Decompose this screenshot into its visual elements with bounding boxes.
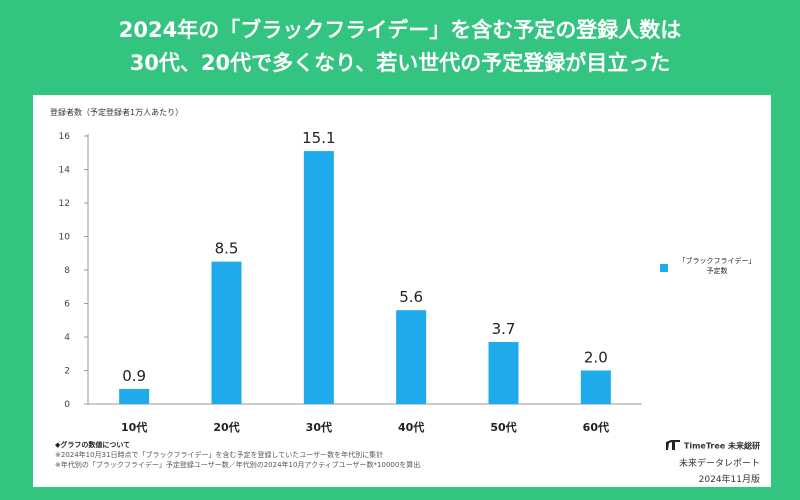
legend-label: 「ブラックフライデー」 予定数	[671, 256, 763, 276]
y-tick-label: 16	[59, 132, 71, 142]
bar-value-label: 15.1	[302, 129, 335, 147]
y-tick-label: 0	[64, 400, 70, 410]
legend-swatch	[660, 264, 668, 272]
bar	[488, 342, 519, 404]
bar-value-label: 5.6	[399, 288, 423, 306]
legend-label-line-1: 「ブラックフライデー」	[678, 257, 756, 265]
footnote-line-1: ※2024年10月31日時点で「ブラックフライデー」を含む予定を登録していたユー…	[55, 451, 384, 459]
footnote-heading: ◆グラフの数値について	[55, 441, 131, 449]
x-tick-label: 50代	[490, 420, 516, 434]
brand-logo-row: TimeTree 未来総研	[648, 439, 760, 453]
timetree-logo-icon	[665, 439, 681, 453]
x-tick-label: 30代	[306, 420, 332, 434]
y-tick-label: 6	[64, 300, 70, 310]
title-line-1: 2024年の「ブラックフライデー」を含む予定の登録人数は	[118, 18, 682, 42]
chart-title: 2024年の「ブラックフライデー」を含む予定の登録人数は 30代、20代で多くな…	[0, 14, 800, 80]
y-axis-label: 登録者数（予定登録者1万人あたり）	[50, 108, 184, 117]
y-tick-label: 10	[59, 233, 71, 243]
chart-panel	[33, 95, 771, 487]
footnote-line-2: ※年代別の「ブラックフライデー」予定登録ユーザー数／年代別の2024年10月アク…	[55, 461, 421, 469]
brand-name: TimeTree 未来総研	[683, 441, 760, 451]
bar	[396, 310, 427, 404]
legend-label-line-2: 予定数	[706, 267, 728, 275]
x-tick-label: 10代	[121, 420, 147, 434]
report-edition: 2024年11月版	[698, 475, 760, 485]
chart-labels: 0.9 10代 8.5 20代 15.1 30代 5.6 40代 3.7 50代 2.0 60代	[121, 129, 609, 434]
chart-axes: 0 2 4 6 8 10 12 14 16	[59, 132, 642, 410]
y-tick-label: 4	[64, 333, 70, 343]
x-tick-label: 60代	[583, 420, 609, 434]
bar-value-label: 8.5	[215, 240, 239, 258]
report-name: 未来データレポート	[678, 459, 760, 469]
y-tick-label: 12	[59, 199, 70, 209]
x-tick-label: 40代	[398, 420, 424, 434]
bar	[303, 151, 334, 404]
x-tick-label: 20代	[213, 420, 239, 434]
brand-block: TimeTree 未来総研 未来データレポート 2024年11月版	[648, 439, 760, 485]
y-tick-label: 8	[64, 266, 70, 276]
bar-value-label: 2.0	[584, 349, 608, 367]
bar	[580, 370, 611, 404]
y-tick-label: 2	[64, 367, 70, 377]
y-tick-label: 14	[59, 166, 71, 176]
bar-value-label: 0.9	[122, 367, 146, 385]
bar-value-label: 3.7	[492, 320, 516, 338]
bar	[211, 261, 242, 404]
chart-bars	[119, 151, 611, 404]
title-line-2: 30代、20代で多くなり、若い世代の予定登録が目立った	[129, 51, 671, 75]
footnotes: ◆グラフの数値について ※2024年10月31日時点で「ブラックフライデー」を含…	[55, 440, 420, 470]
bar	[119, 388, 150, 404]
